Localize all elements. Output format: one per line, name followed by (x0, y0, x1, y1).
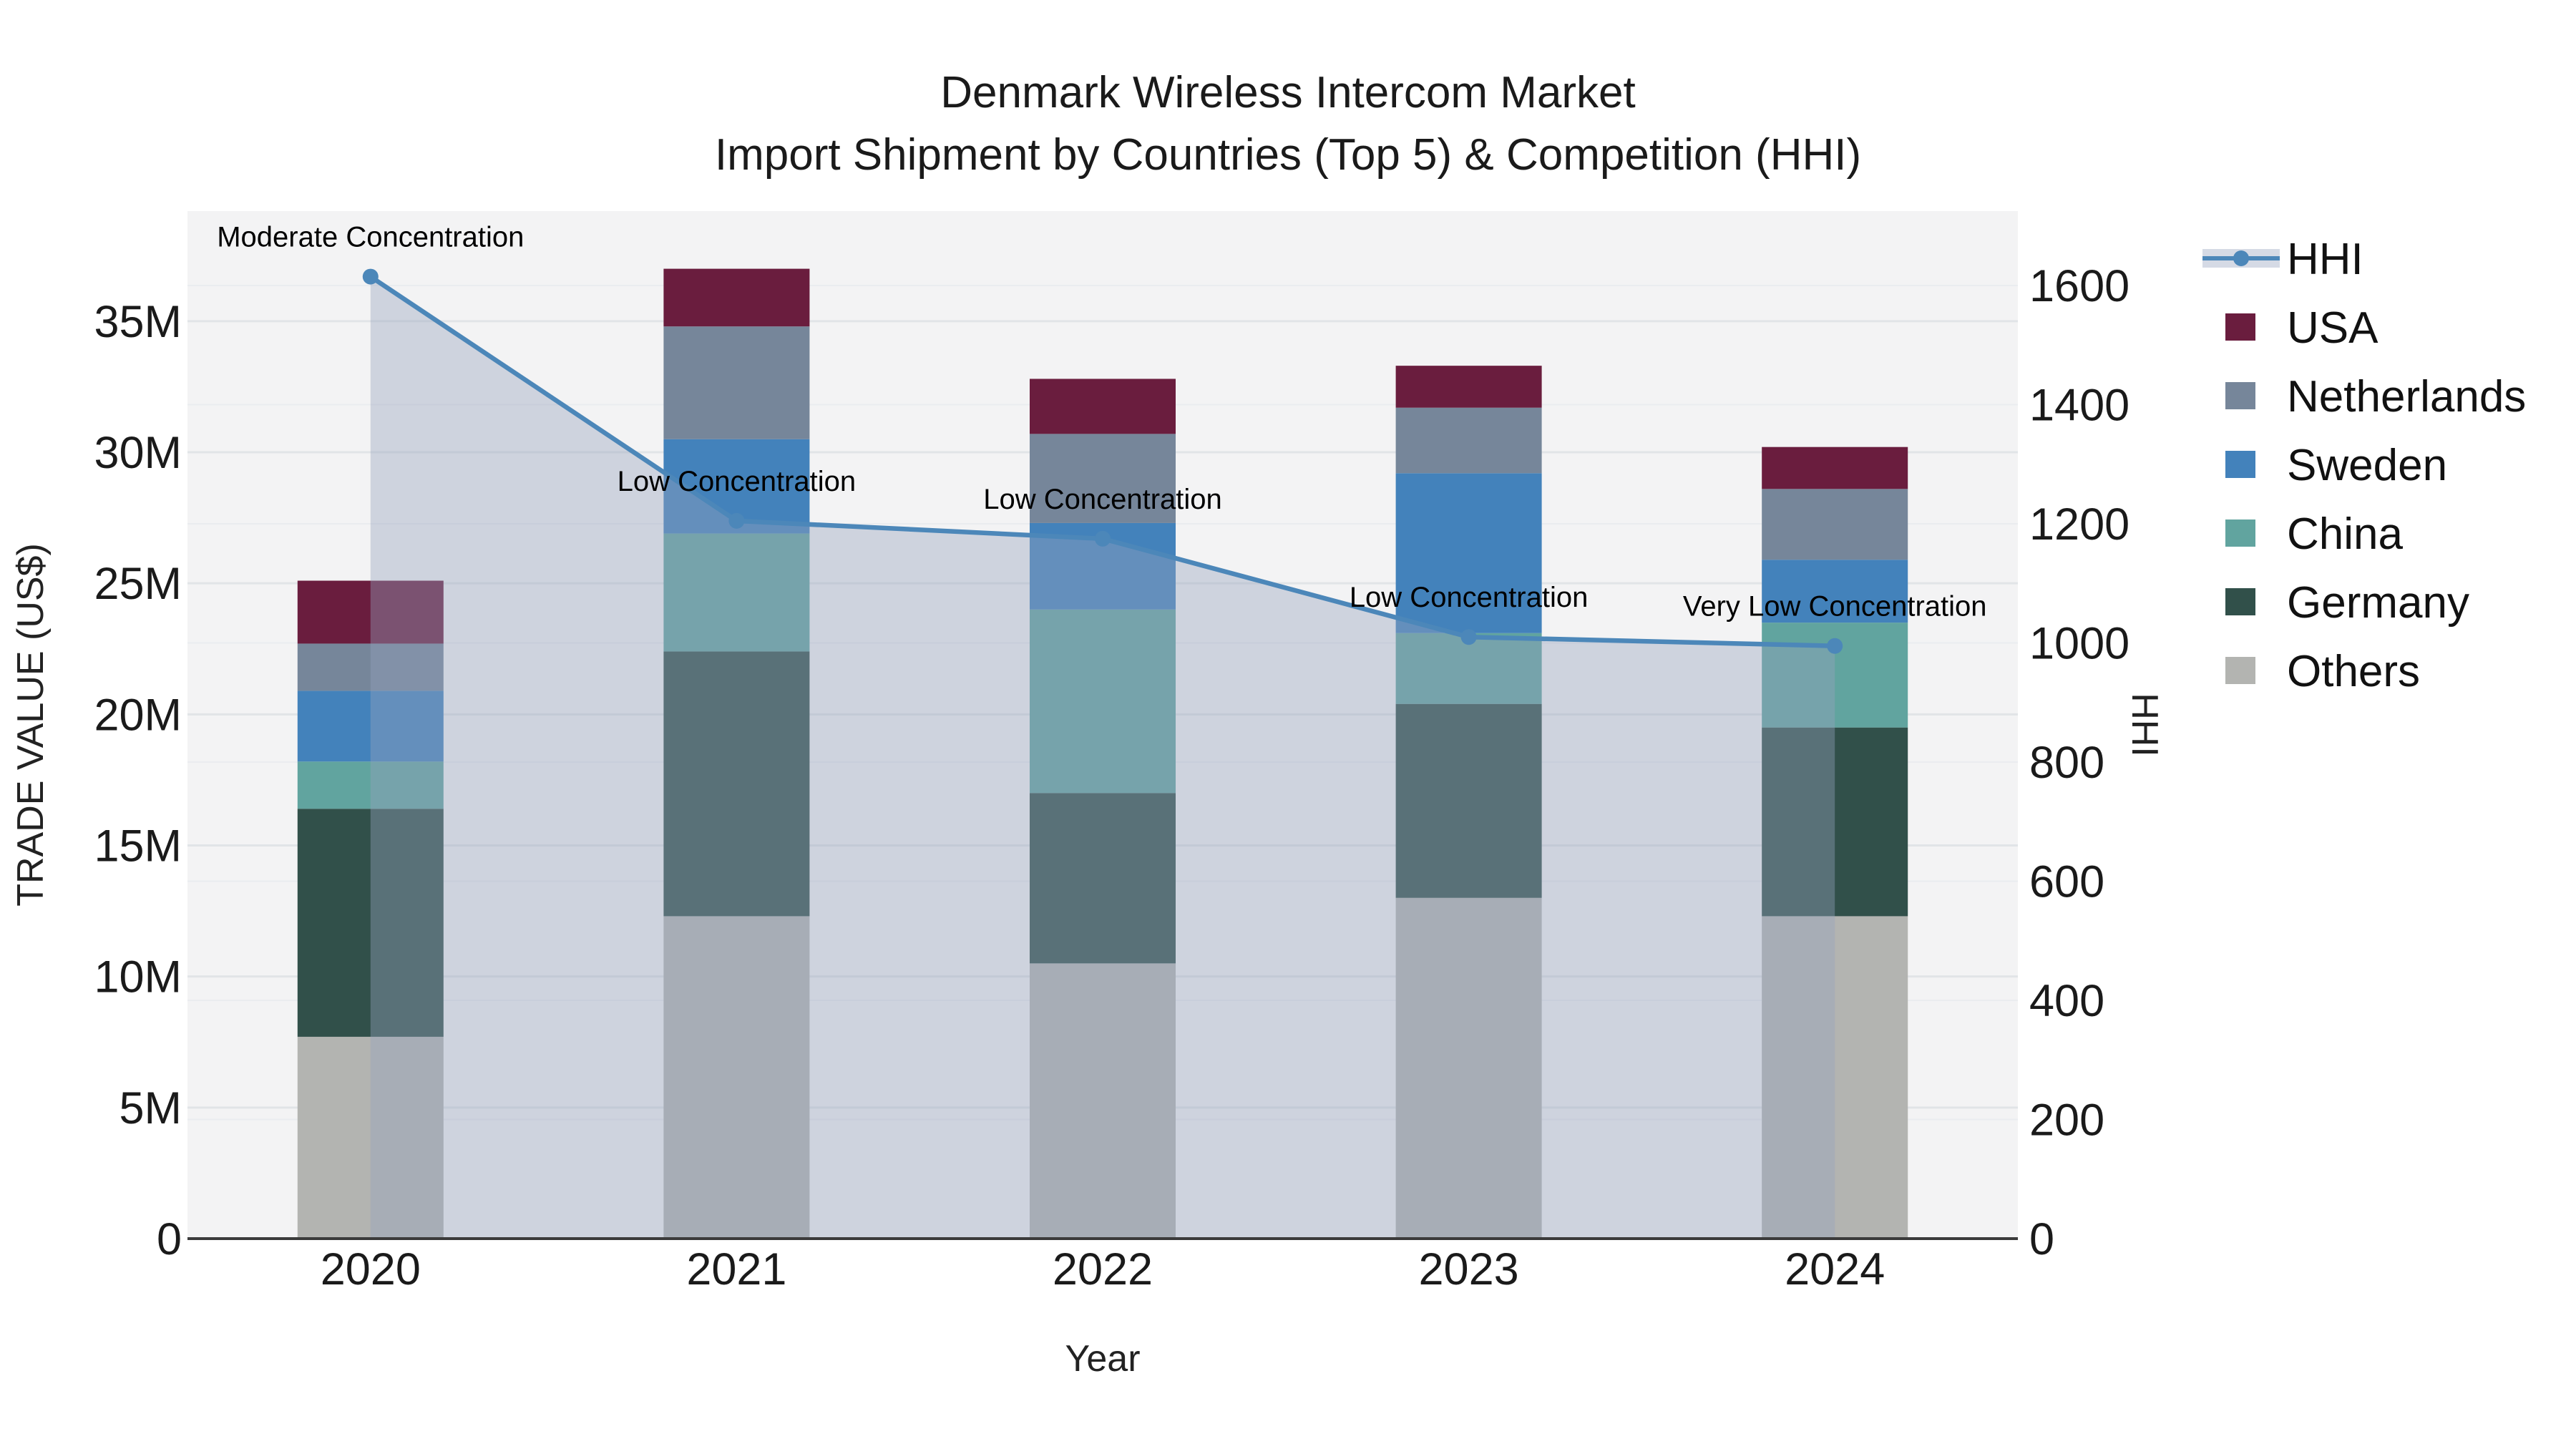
y2-tick-1400: 1400 (2029, 381, 2129, 431)
x-tick-2024: 2024 (1785, 1244, 1885, 1294)
y-tick-20M: 20M (94, 690, 182, 740)
bar-segment-others-2020 (297, 1036, 444, 1239)
y-axis-title: TRADE VALUE (US$) (10, 543, 52, 907)
y-tick-0: 0 (157, 1214, 182, 1264)
y2-tick-1200: 1200 (2029, 499, 2129, 550)
bar-segment-others-2023 (1395, 897, 1542, 1239)
legend-hhi-marker-icon (2233, 250, 2249, 266)
bar-segment-others-2024 (1762, 916, 1908, 1239)
bar-segment-germany-2021 (663, 651, 810, 917)
bar-segment-netherlands-2020 (297, 643, 444, 691)
legend-label: Sweden (2287, 441, 2447, 490)
legend-label: Netherlands (2287, 372, 2526, 421)
chart-subtitle: Import Shipment by Countries (Top 5) & C… (715, 130, 1861, 180)
legend-swatch-icon (2225, 588, 2255, 615)
chart-title: Denmark Wireless Intercom Market (940, 68, 1636, 117)
bar-segment-netherlands-2021 (663, 326, 810, 439)
legend-swatch-icon (2225, 313, 2255, 341)
hhi-marker-2022 (1095, 530, 1111, 547)
bar-segment-china-2023 (1395, 633, 1542, 704)
bar-segment-germany-2024 (1762, 727, 1908, 917)
bar-segment-china-2020 (297, 761, 444, 809)
legend-item-others[interactable]: Others (2225, 647, 2420, 696)
legend-swatch-icon (2225, 657, 2255, 684)
x-tick-2021: 2021 (686, 1244, 786, 1294)
legend-label: Germany (2287, 578, 2469, 628)
bar-segment-usa-2023 (1395, 366, 1542, 408)
chart-root: Moderate Concentration Low Concentration L… (94, 211, 2526, 1294)
legend-item-germany[interactable]: Germany (2225, 578, 2469, 628)
annotation-2020: Moderate Concentration (217, 222, 524, 253)
y2-tick-600: 600 (2029, 857, 2104, 907)
legend-item-china[interactable]: China (2225, 509, 2404, 559)
x-axis-title: Year (1065, 1338, 1140, 1380)
y2-tick-1000: 1000 (2029, 619, 2129, 669)
x-tick-2022: 2022 (1053, 1244, 1153, 1294)
legend-label: USA (2287, 303, 2379, 353)
bar-segment-usa-2021 (663, 268, 810, 327)
legend-item-netherlands[interactable]: Netherlands (2225, 372, 2526, 421)
legend-item-sweden[interactable]: Sweden (2225, 441, 2447, 490)
y2-tick-200: 200 (2029, 1096, 2104, 1146)
bar-segment-usa-2020 (297, 580, 444, 644)
bar-segment-netherlands-2023 (1395, 407, 1542, 474)
annotation-2023: Low Concentration (1350, 582, 1589, 613)
y-tick-10M: 10M (94, 952, 182, 1002)
y-tick-5M: 5M (119, 1083, 182, 1133)
y2-tick-0: 0 (2029, 1214, 2054, 1264)
bar-segment-sweden-2024 (1762, 560, 1908, 623)
legend-label: HHI (2287, 235, 2363, 284)
legend-item-usa[interactable]: USA (2225, 303, 2379, 353)
bar-segment-germany-2022 (1030, 793, 1176, 964)
bar-segment-others-2022 (1030, 963, 1176, 1239)
bar-segment-others-2021 (663, 916, 810, 1239)
annotation-2022: Low Concentration (983, 484, 1222, 515)
annotation-2021: Low Concentration (618, 466, 857, 497)
hhi-marker-2021 (728, 512, 745, 529)
annotation-2024: Very Low Concentration (1683, 591, 1987, 623)
hhi-area (370, 276, 1835, 1239)
bar-segment-sweden-2023 (1395, 473, 1542, 633)
legend-swatch-icon (2225, 382, 2255, 409)
hhi-marker-2023 (1460, 629, 1477, 645)
y-tick-35M: 35M (94, 297, 182, 347)
legend-label: China (2287, 509, 2404, 559)
hhi-marker-2020 (362, 268, 379, 285)
bar-segment-germany-2020 (297, 809, 444, 1037)
x-tick-2020: 2020 (321, 1244, 421, 1294)
bar-segment-germany-2023 (1395, 703, 1542, 898)
y2-tick-1600: 1600 (2029, 261, 2129, 311)
y-tick-30M: 30M (94, 428, 182, 478)
y2-tick-400: 400 (2029, 976, 2104, 1026)
bar-segment-netherlands-2024 (1762, 489, 1908, 560)
bar-segment-china-2021 (663, 533, 810, 652)
bar-segment-sweden-2020 (297, 691, 444, 762)
y-tick-15M: 15M (94, 821, 182, 872)
y-tick-25M: 25M (94, 559, 182, 609)
legend-label: Others (2287, 647, 2420, 696)
legend-swatch-icon (2225, 519, 2255, 547)
x-tick-2023: 2023 (1419, 1244, 1519, 1294)
y2-tick-800: 800 (2029, 738, 2104, 788)
legend-swatch-icon (2225, 451, 2255, 478)
y2-axis-title: HHI (2124, 693, 2165, 757)
legend-item-hhi[interactable]: HHI (2202, 235, 2363, 284)
bar-segment-china-2022 (1030, 609, 1176, 794)
hhi-marker-2024 (1827, 638, 1843, 654)
bar-segment-usa-2024 (1762, 447, 1908, 489)
bar-segment-usa-2022 (1030, 379, 1176, 434)
bar-segment-netherlands-2022 (1030, 434, 1176, 523)
